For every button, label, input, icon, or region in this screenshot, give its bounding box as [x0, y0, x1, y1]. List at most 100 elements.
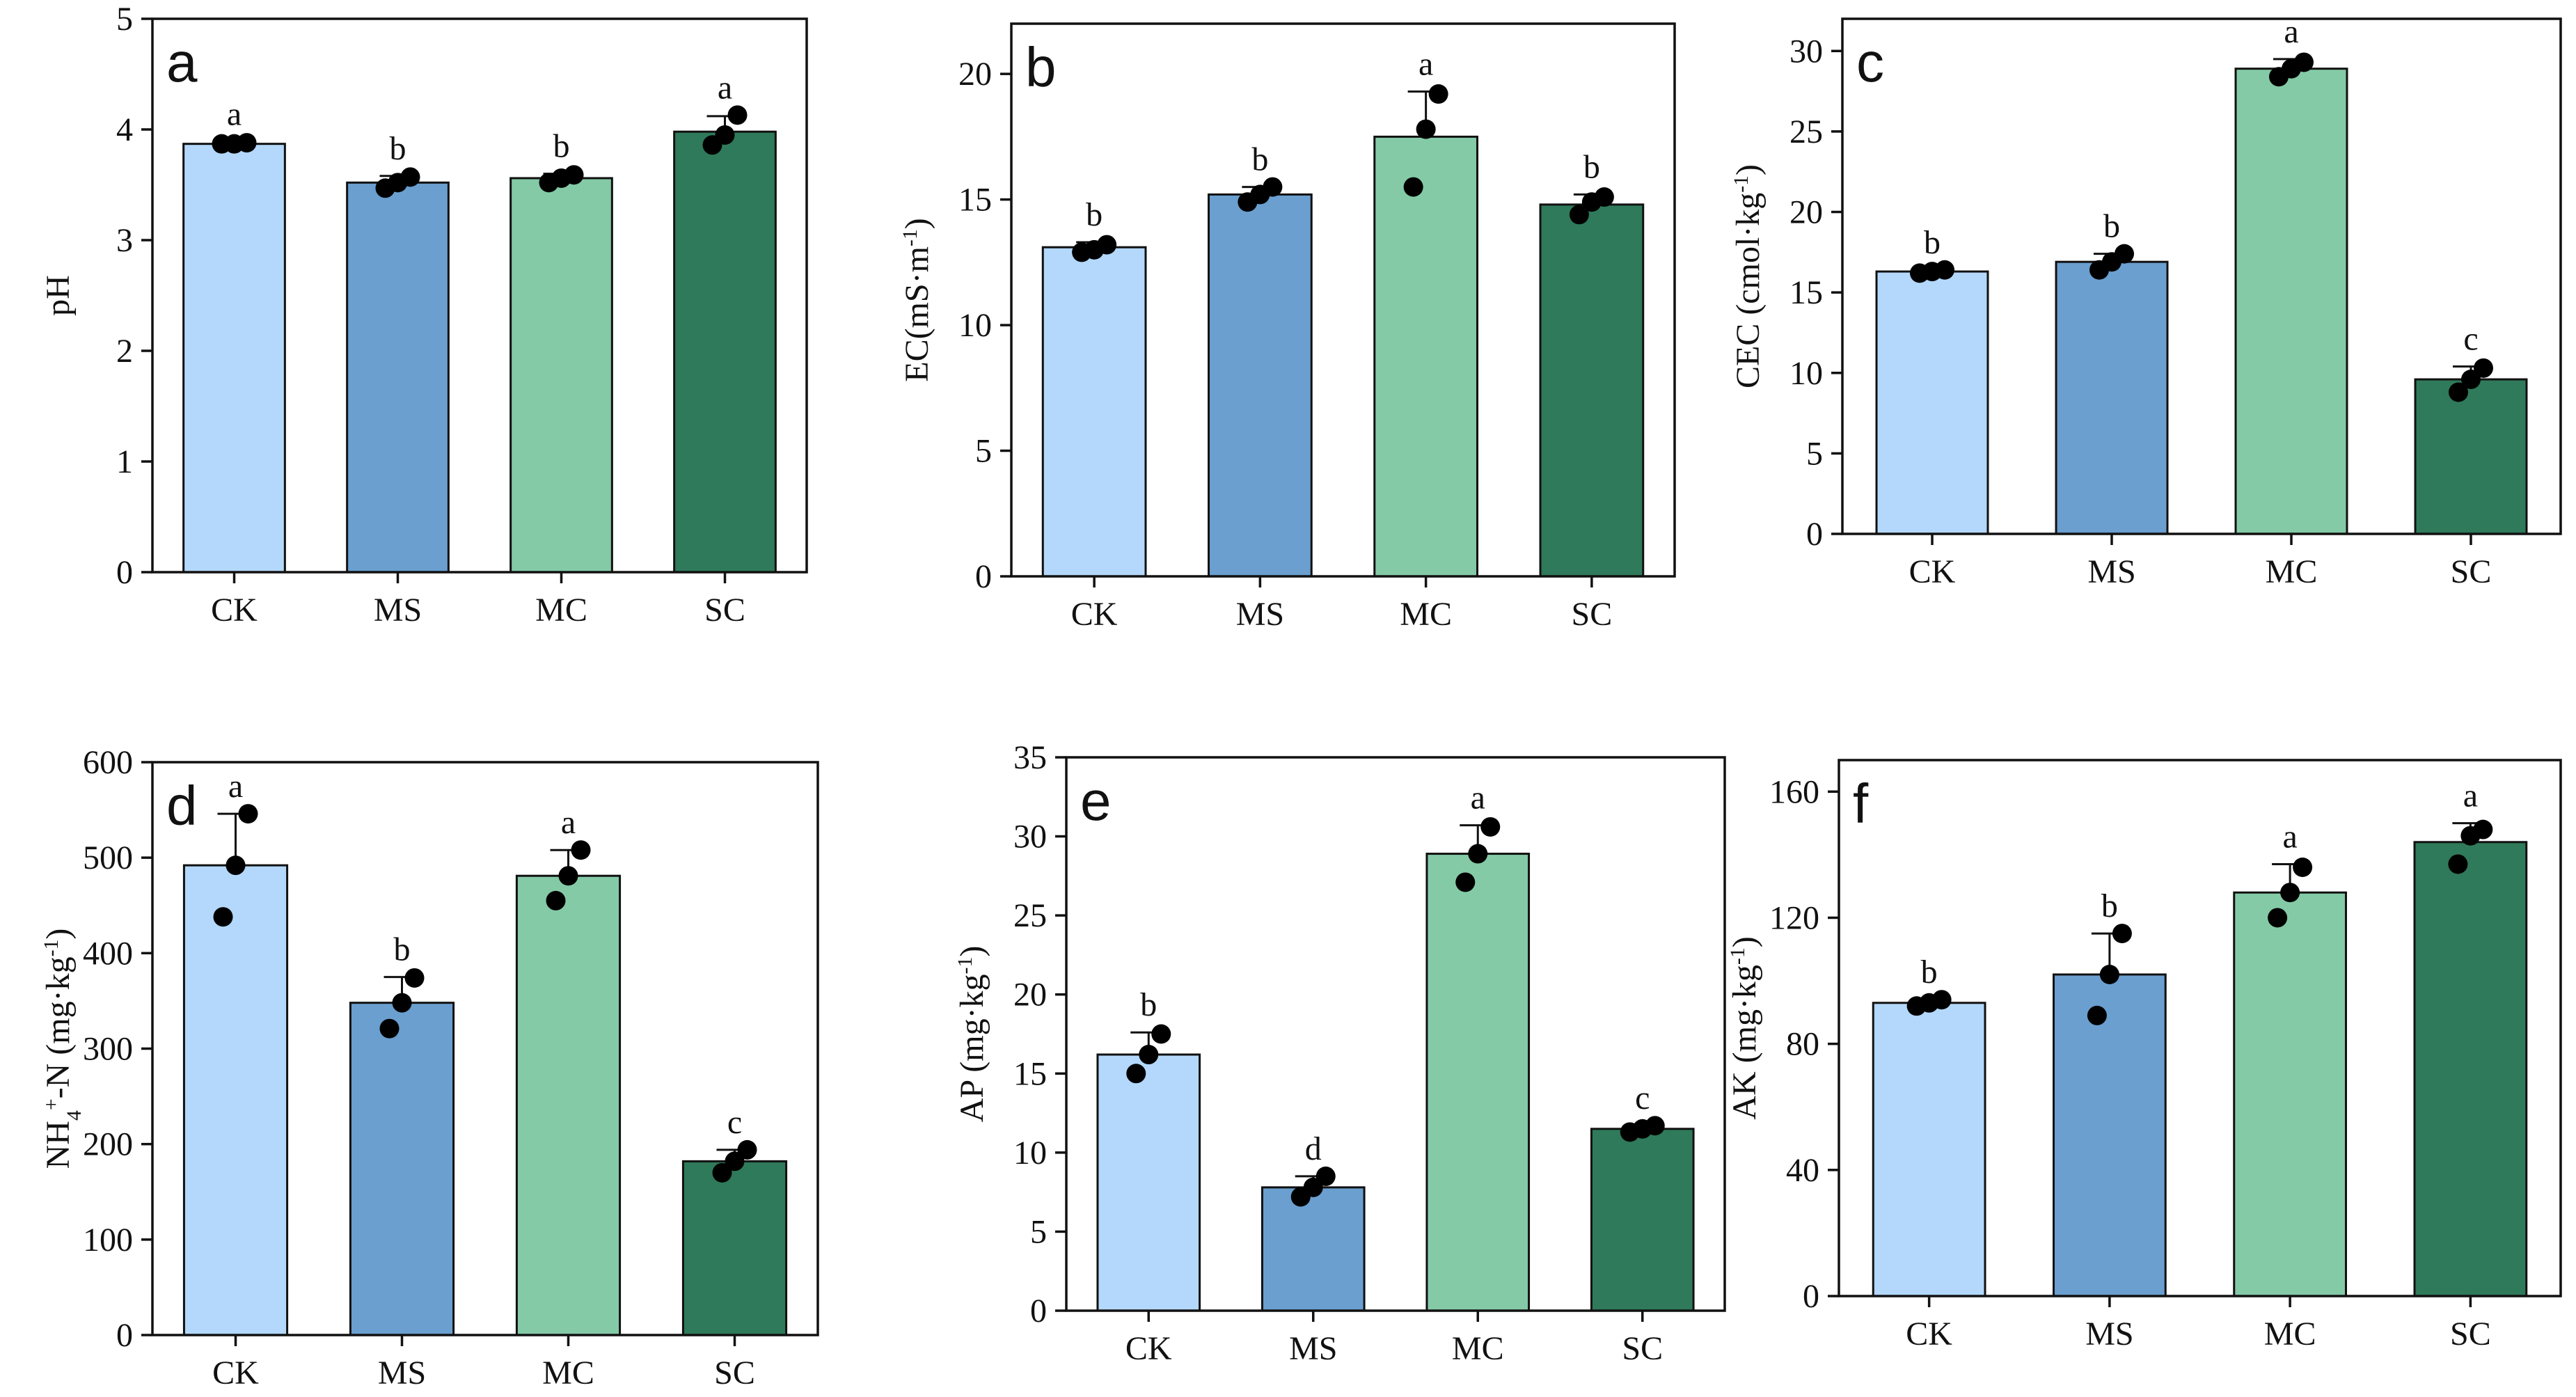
- data-point-d-sc: [725, 1151, 745, 1171]
- y-tick-label: 400: [83, 935, 133, 972]
- data-point-d-ck: [238, 804, 258, 824]
- y-tick-label: 0: [116, 554, 133, 591]
- y-tick-label: 200: [83, 1126, 133, 1163]
- x-tick-label: SC: [2451, 553, 2492, 590]
- data-point-f-ms: [2087, 1005, 2107, 1025]
- y-tick-label: 5: [1806, 435, 1823, 472]
- y-axis-label-a: pH: [40, 275, 77, 316]
- significance-letter: b: [1086, 196, 1103, 233]
- significance-letter: b: [1140, 986, 1157, 1023]
- y-tick-label: 80: [1786, 1026, 1819, 1063]
- significance-letter: a: [2282, 818, 2297, 855]
- significance-letter: b: [1921, 954, 1938, 990]
- data-point-d-ck: [213, 907, 233, 927]
- bar-b-ck: [1041, 246, 1147, 578]
- data-point-d-sc: [712, 1162, 732, 1183]
- x-tick-label: MS: [378, 1355, 426, 1391]
- bar-c-ms: [2055, 260, 2169, 535]
- y-tick-label: 0: [1030, 1293, 1047, 1329]
- chart-panel-a: a b b a 0 1 2 3 4 5 CK MS MC SC pH a: [40, 1, 808, 629]
- bar-b-ms: [1208, 193, 1313, 578]
- significance-letter: c: [1635, 1080, 1650, 1116]
- y-tick-label: 30: [1789, 33, 1823, 70]
- data-point-c-ck: [1935, 260, 1954, 280]
- y-tick-label: 500: [83, 839, 133, 876]
- y-tick-label: 10: [1013, 1135, 1047, 1171]
- significance-letter: b: [553, 128, 570, 165]
- bar-f-mc: [2233, 891, 2347, 1297]
- bar-c-mc: [2234, 68, 2348, 535]
- data-point-b-ms: [1263, 177, 1283, 197]
- significance-letter: a: [2463, 778, 2478, 814]
- bar-b-sc: [1539, 203, 1645, 578]
- data-point-a-mc: [564, 165, 584, 185]
- data-point-e-ck: [1139, 1045, 1159, 1065]
- data-point-d-sc: [737, 1139, 757, 1160]
- y-axis-label-d: NH4+-N (mg·kg-1): [40, 929, 86, 1169]
- data-point-d-ck: [226, 855, 246, 876]
- significance-letter: b: [2103, 208, 2120, 245]
- x-tick-label: SC: [714, 1355, 755, 1391]
- y-tick-label: 0: [116, 1317, 133, 1354]
- x-tick-label: SC: [704, 592, 745, 629]
- significance-letter: b: [394, 931, 411, 968]
- y-tick-label: 20: [1789, 194, 1823, 231]
- x-tick-label: CK: [1071, 596, 1118, 633]
- y-tick-label: 10: [1789, 355, 1823, 392]
- y-tick-label: 25: [1013, 897, 1047, 934]
- y-tick-label: 30: [1013, 819, 1047, 855]
- y-tick-label: 40: [1786, 1152, 1819, 1189]
- significance-letter: c: [2463, 321, 2478, 358]
- bar-a-sc: [673, 130, 777, 574]
- significance-letter: a: [1419, 45, 1433, 82]
- chart-panel-e: b d a c 0 5 10 15 20 25 30 35 CK MS MC SC AP (mg·kg-1) e: [954, 739, 1726, 1367]
- x-tick-label: MS: [2087, 553, 2135, 590]
- y-tick-label: 160: [1769, 773, 1819, 810]
- y-tick-label: 35: [1013, 739, 1047, 776]
- bar-e-sc: [1590, 1128, 1695, 1312]
- data-point-f-sc: [2473, 819, 2493, 839]
- data-point-b-mc: [1416, 119, 1436, 139]
- bar-d-ms: [349, 1002, 455, 1336]
- x-tick-label: MC: [542, 1355, 594, 1391]
- bar-a-ms: [346, 181, 450, 574]
- data-point-e-mc: [1455, 872, 1476, 892]
- data-point-c-sc: [2474, 358, 2493, 378]
- y-tick-label: 20: [958, 56, 992, 93]
- data-point-e-ck: [1151, 1024, 1171, 1044]
- significance-letter: b: [2101, 887, 2118, 924]
- panel-label-b: b: [1025, 36, 1057, 98]
- data-point-c-sc: [2461, 370, 2481, 389]
- significance-letter: d: [1305, 1130, 1322, 1167]
- y-axis-label-b: EC(mS·m-1): [899, 218, 936, 381]
- y-tick-label: 0: [975, 558, 992, 595]
- data-point-e-mc: [1480, 816, 1501, 837]
- bar-d-sc: [681, 1160, 788, 1336]
- x-tick-label: CK: [1909, 553, 1956, 590]
- x-tick-label: MS: [2085, 1316, 2133, 1352]
- x-tick-label: MC: [2264, 1316, 2316, 1352]
- y-tick-label: 600: [83, 744, 133, 781]
- data-point-a-sc: [715, 125, 735, 145]
- significance-letter: a: [1471, 780, 1485, 816]
- chart-panel-b: b b a b 0 5 10 15 20 CK MS MC SC EC(mS·m-1) b: [899, 22, 1676, 633]
- y-tick-label: 300: [83, 1031, 133, 1068]
- bar-c-sc: [2414, 378, 2528, 535]
- y-tick-label: 15: [1789, 274, 1823, 311]
- data-point-d-ms: [404, 968, 425, 988]
- data-point-e-mc: [1468, 844, 1488, 864]
- panel-label-a: a: [166, 31, 198, 93]
- y-tick-label: 3: [116, 222, 133, 259]
- x-tick-label: MS: [374, 592, 422, 629]
- y-axis-label-e: AP (mg·kg-1): [954, 946, 991, 1123]
- plot-frame-a: [151, 17, 808, 574]
- data-point-d-mc: [546, 890, 566, 910]
- bar-f-ms: [2053, 973, 2167, 1297]
- data-point-a-ck: [237, 133, 257, 153]
- significance-letter: a: [228, 768, 243, 805]
- y-axis-label-f: AK (mg·kg-1): [1726, 936, 1764, 1119]
- data-point-e-ms: [1315, 1166, 1336, 1186]
- data-point-f-mc: [2268, 908, 2288, 928]
- bar-b-mc: [1373, 135, 1478, 578]
